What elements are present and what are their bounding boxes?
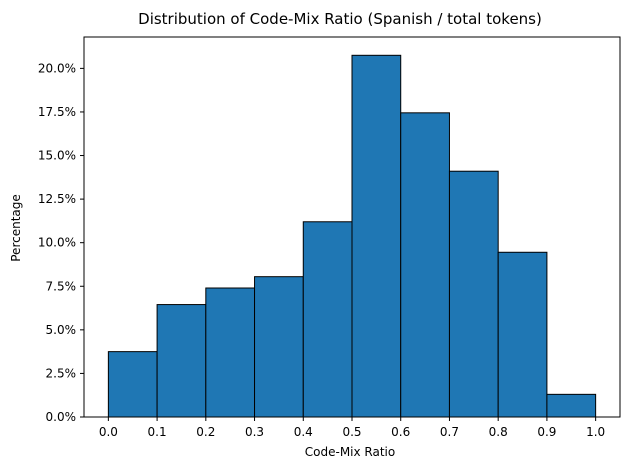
- histogram-bar: [302, 221, 353, 418]
- y-tick-label: 10.0%: [38, 236, 76, 250]
- x-tick-label: 0.2: [196, 425, 215, 439]
- y-tick-label: 12.5%: [38, 192, 76, 206]
- histogram-bar: [107, 351, 158, 418]
- x-tick-label: 0.0: [99, 425, 118, 439]
- y-tick-label: 7.5%: [46, 279, 77, 293]
- histogram-bar: [448, 170, 499, 418]
- x-tick-label: 0.6: [391, 425, 410, 439]
- y-tick-label: 2.5%: [46, 366, 77, 380]
- x-tick-label: 0.5: [342, 425, 361, 439]
- y-tick-label: 17.5%: [38, 105, 76, 119]
- chart-title: Distribution of Code-Mix Ratio (Spanish …: [138, 10, 542, 28]
- x-axis-label: Code-Mix Ratio: [305, 445, 395, 459]
- x-tick-label: 0.8: [489, 425, 508, 439]
- histogram-bar: [546, 393, 597, 418]
- y-tick-label: 15.0%: [38, 149, 76, 163]
- x-tick-label: 1.0: [586, 425, 605, 439]
- x-tick-label: 0.1: [148, 425, 167, 439]
- histogram-bar: [156, 304, 207, 418]
- y-axis-label: Percentage: [9, 194, 23, 262]
- x-tick-label: 0.9: [537, 425, 556, 439]
- histogram-bar: [254, 276, 304, 418]
- histogram-bar: [351, 54, 402, 418]
- y-tick-label: 20.0%: [38, 61, 76, 75]
- x-tick-label: 0.7: [440, 425, 459, 439]
- histogram-bar: [400, 112, 450, 418]
- plot-area: 0.0 0.1 0.2 0.3 0.4 0.5 0.6 0.7 0.8 0.9 1.0 0.0% 2.5…: [38, 36, 621, 439]
- y-tick-label: 5.0%: [46, 323, 77, 337]
- x-tick-label: 0.4: [294, 425, 313, 439]
- histogram-bar: [497, 251, 548, 418]
- histogram-bar: [205, 287, 256, 418]
- y-tick-label: 0.0%: [46, 410, 77, 424]
- x-tick-label: 0.3: [245, 425, 264, 439]
